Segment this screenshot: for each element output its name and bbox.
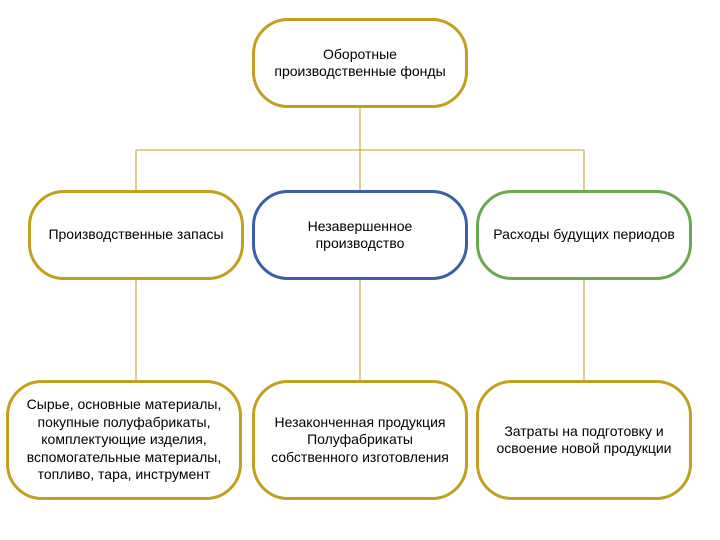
- node-mid-left-label: Производственные запасы: [48, 226, 223, 244]
- node-leaf-right-label: Затраты на подготовку и освоение новой п…: [489, 423, 679, 458]
- node-mid-right-label: Расходы будущих периодов: [493, 226, 675, 244]
- node-mid-left: Производственные запасы: [28, 190, 244, 280]
- node-root-label: Оборотные производственные фонды: [265, 46, 455, 81]
- node-mid-right: Расходы будущих периодов: [476, 190, 692, 280]
- node-leaf-center-label: Незаконченная продукция Полуфабрикаты со…: [265, 414, 455, 467]
- node-leaf-center: Незаконченная продукция Полуфабрикаты со…: [252, 380, 468, 500]
- node-mid-center: Незавершенное производство: [252, 190, 468, 280]
- node-leaf-right: Затраты на подготовку и освоение новой п…: [476, 380, 692, 500]
- node-root: Оборотные производственные фонды: [252, 18, 468, 108]
- node-mid-center-label: Незавершенное производство: [265, 218, 455, 253]
- node-leaf-left-label: Сырье, основные материалы, покупные полу…: [19, 396, 229, 484]
- node-leaf-left: Сырье, основные материалы, покупные полу…: [6, 380, 242, 500]
